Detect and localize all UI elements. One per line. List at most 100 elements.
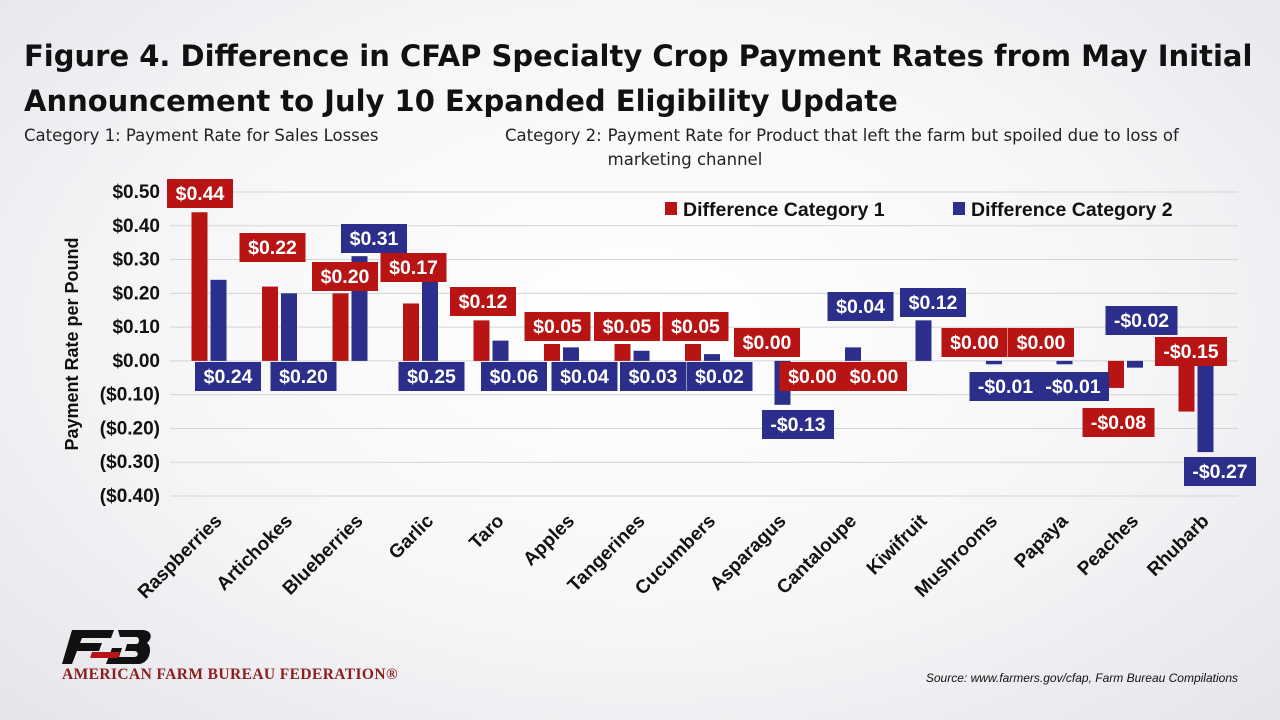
data-label: $0.00 [850,366,899,388]
data-label-box [1184,457,1256,486]
data-label-box [398,362,465,391]
y-tick-label: ($0.40) [100,486,160,507]
data-label: $0.24 [204,366,253,388]
y-tick-label: $0.10 [112,317,160,338]
bar-category-2 [845,347,861,361]
data-label: $0.04 [836,296,885,318]
y-tick-label: $0.40 [112,216,160,237]
bar-category-1 [1178,360,1195,412]
data-label: $0.17 [389,257,438,279]
data-label-box [239,233,306,262]
data-label-box [195,362,261,391]
bar-category-1 [473,320,490,361]
data-label: $0.05 [533,316,582,338]
x-category-label: Taro [466,511,509,554]
data-label: $0.25 [407,366,456,388]
bar-category-1 [332,293,349,361]
data-label: $0.22 [248,237,297,259]
data-label-box [167,179,233,208]
data-label: -$0.15 [1163,341,1218,363]
x-category-label: Papaya [1011,510,1073,572]
data-label-box [594,312,660,341]
data-label: $0.20 [279,366,328,388]
data-label: -$0.01 [978,376,1033,398]
data-label: $0.44 [176,183,225,205]
data-label-box [779,362,846,391]
legend-label-category-2: Difference Category 2 [971,199,1173,221]
data-label-box [450,287,516,316]
data-label: -$0.27 [1192,461,1247,483]
x-category-label: Peaches [1074,511,1143,580]
category-1-text: Payment Rate for Sales Losses [125,126,379,145]
data-label: $0.05 [603,316,652,338]
data-label: $0.02 [695,366,744,388]
data-label-box [1082,408,1155,437]
bar-category-2 [1056,360,1073,365]
y-tick-label: ($0.10) [100,385,160,406]
data-label-box [481,362,547,391]
data-label: $0.03 [629,366,678,388]
bar-category-1 [614,344,631,361]
x-category-label: Raspberries [134,511,227,604]
bar-category-2 [1127,360,1143,368]
data-label-box [900,288,966,317]
data-label-box [1105,306,1178,335]
data-label-box [620,362,686,391]
y-tick-label: $0.50 [112,182,160,203]
bar-category-2 [986,360,1002,365]
data-label-box [1037,372,1109,401]
data-label: -$0.08 [1091,412,1146,434]
bar-category-1 [403,303,419,361]
data-label: $0.05 [671,316,720,338]
bar-category-1 [1108,360,1124,388]
data-label-box [312,262,378,291]
category-2-text: Payment Rate for Product that left the f… [607,126,1179,169]
farm-bureau-logo-icon [62,630,151,664]
bar-category-2 [210,279,227,361]
data-label: $0.31 [350,228,399,250]
bar-category-2 [1197,360,1214,453]
data-label: $0.00 [743,332,792,354]
data-label-box [551,362,618,391]
legend-label-category-1: Difference Category 1 [683,199,885,221]
bar-category-2 [563,347,579,361]
category-2-note: Category 2: Payment Rate for Product tha… [505,124,1245,172]
bar-category-2 [281,293,297,361]
data-label-box [524,312,591,341]
bar-category-2 [915,320,932,361]
data-label-box [1008,328,1074,357]
y-tick-label: ($0.30) [100,452,160,473]
legend-swatch-category-1 [665,202,677,215]
data-label-box [341,224,407,253]
x-category-label: Kiwifruit [863,510,932,579]
bar-category-1 [544,344,560,361]
data-label-box [662,312,729,341]
organization-name: AMERICAN FARM BUREAU FEDERATION® [62,666,398,683]
data-label: $0.00 [950,332,999,354]
category-2-label: Category 2: [505,126,602,145]
data-label: -$0.01 [1045,376,1100,398]
data-label-box [1155,337,1227,366]
data-label: $0.04 [560,366,609,388]
data-label-box [734,328,800,357]
data-label-box [270,362,337,391]
bar-category-2 [422,276,438,361]
x-category-label: Garlic [385,510,438,563]
y-tick-label: $0.00 [112,351,160,372]
data-label-box [686,362,753,391]
data-label: $0.00 [788,366,837,388]
y-tick-label: ($0.20) [100,418,160,439]
data-label-box [827,292,894,321]
bar-category-2 [492,340,509,361]
bar-category-1 [685,344,701,361]
source-note: Source: www.farmers.gov/cfap, Farm Burea… [925,671,1238,685]
bar-category-2 [704,354,720,361]
chart-title: Figure 4. Difference in CFAP Specialty C… [24,39,1253,118]
data-label: $0.12 [909,292,958,314]
x-category-label: Apples [519,511,579,571]
data-label: -$0.13 [770,414,825,436]
category-1-label: Category 1: [24,126,121,145]
bar-category-2 [633,350,650,361]
data-label-box [841,362,907,391]
